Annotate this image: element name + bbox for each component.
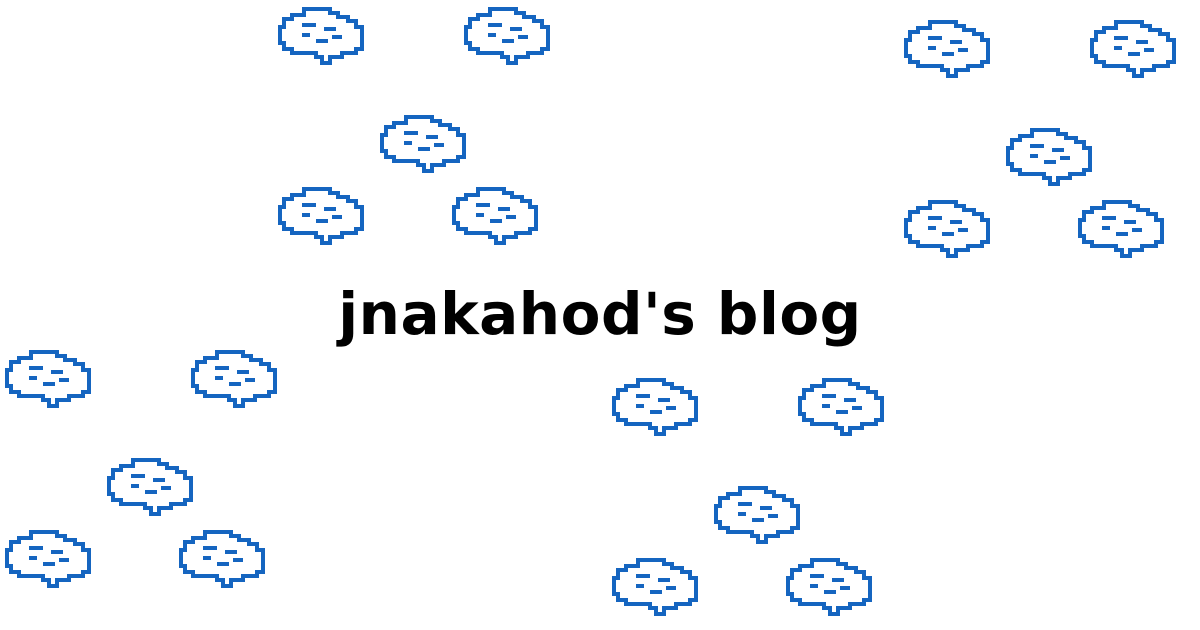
pixel-cloud-icon (452, 185, 542, 245)
pixel-cloud-icon (1078, 198, 1168, 258)
pixel-cloud-icon (1090, 18, 1180, 78)
pixel-cloud-icon (107, 456, 197, 516)
pixel-cloud-icon (464, 5, 554, 65)
pixel-cloud-icon (1006, 126, 1096, 186)
pixel-cloud-icon (904, 18, 994, 78)
blog-title: jnakahod's blog (338, 280, 862, 348)
pixel-cloud-icon (278, 5, 368, 65)
pixel-cloud-icon (786, 556, 876, 616)
pixel-cloud-icon (5, 348, 95, 408)
pixel-cloud-icon (380, 113, 470, 173)
pixel-cloud-icon (179, 528, 269, 588)
pixel-cloud-icon (714, 484, 804, 544)
pixel-cloud-icon (278, 185, 368, 245)
pixel-cloud-icon (904, 198, 994, 258)
pixel-cloud-icon (5, 528, 95, 588)
pixel-cloud-icon (612, 376, 702, 436)
pixel-cloud-icon (612, 556, 702, 616)
pixel-cloud-icon (798, 376, 888, 436)
pixel-cloud-icon (191, 348, 281, 408)
